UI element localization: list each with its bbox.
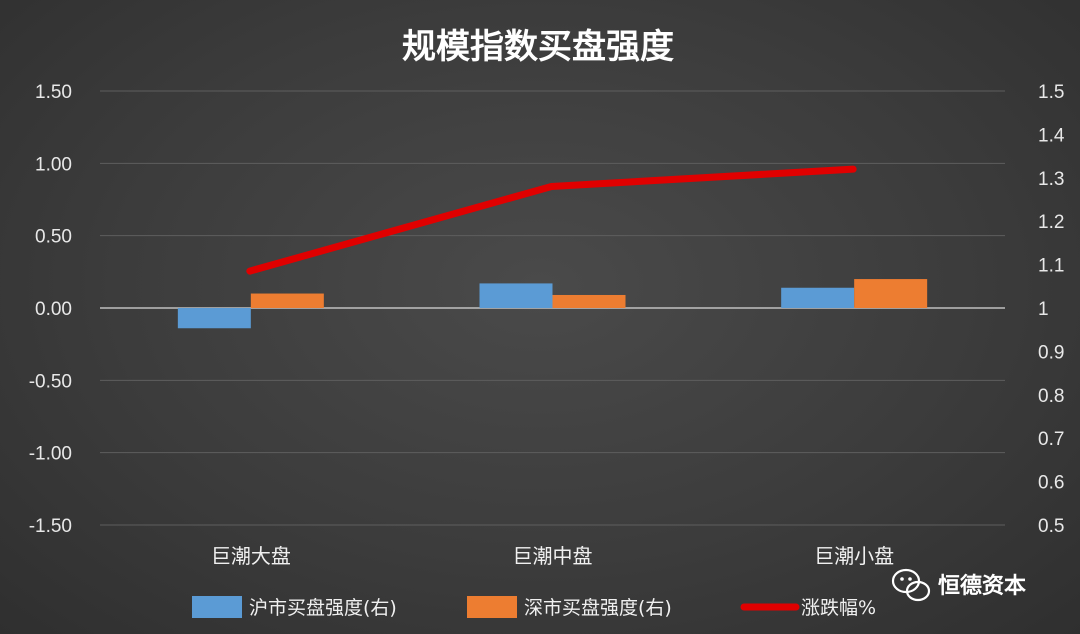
- chart-title: 规模指数买盘强度: [402, 27, 674, 67]
- legend-swatch: [467, 596, 517, 618]
- category-label: 巨潮小盘: [814, 544, 894, 568]
- y2-tick-label: 0.5: [1038, 516, 1064, 537]
- y2-tick-label: 0.7: [1038, 429, 1064, 450]
- legend-swatch: [192, 596, 242, 618]
- y-tick-label: -0.50: [29, 371, 72, 392]
- left-axis-ticks: 1.50 1.00 0.50 0.00 -0.50 -1.00 -1.50: [29, 82, 72, 537]
- y-tick-label: 0.50: [35, 227, 72, 248]
- y2-tick-label: 0.8: [1038, 386, 1064, 407]
- category-label: 巨潮大盘: [211, 544, 291, 568]
- y2-tick-label: 1.3: [1038, 169, 1064, 190]
- watermark: 恒德资本: [891, 568, 1026, 602]
- bar: [781, 287, 855, 308]
- y2-tick-label: 1.2: [1038, 212, 1064, 233]
- bars-layer: [177, 279, 928, 329]
- wechat-icon: [891, 568, 931, 602]
- bar: [479, 283, 553, 308]
- y-tick-label: -1.50: [29, 516, 72, 537]
- legend-label: 深市买盘强度(右): [524, 597, 672, 619]
- y2-tick-label: 1: [1038, 299, 1049, 320]
- watermark-text: 恒德资本: [938, 573, 1026, 599]
- y2-tick-label: 0.9: [1038, 342, 1064, 363]
- right-axis-ticks: 1.5 1.4 1.3 1.2 1.1 1 0.9 0.8 0.7 0.6 0.5: [1038, 82, 1065, 537]
- legend-label: 沪市买盘强度(右): [249, 597, 397, 619]
- bar: [854, 279, 928, 308]
- category-label: 巨潮中盘: [513, 544, 593, 568]
- legend-label: 涨跌幅%: [801, 597, 876, 619]
- y-tick-label: 1.00: [35, 154, 72, 175]
- category-labels: 巨潮大盘 巨潮中盘 巨潮小盘: [211, 544, 894, 568]
- line-layer: [246, 165, 857, 275]
- legend: 沪市买盘强度(右) 深市买盘强度(右) 涨跌幅%: [192, 596, 876, 619]
- y2-tick-label: 1.1: [1038, 256, 1064, 277]
- bar: [552, 294, 626, 308]
- y-tick-label: 1.50: [35, 82, 72, 103]
- bar: [177, 308, 251, 329]
- series-line: [246, 165, 857, 275]
- y2-tick-label: 0.6: [1038, 473, 1064, 494]
- y-tick-label: -1.00: [29, 444, 72, 465]
- y-tick-label: 0.00: [35, 299, 72, 320]
- y2-tick-label: 1.4: [1038, 125, 1065, 146]
- y2-tick-label: 1.5: [1038, 82, 1064, 103]
- bar: [250, 293, 324, 308]
